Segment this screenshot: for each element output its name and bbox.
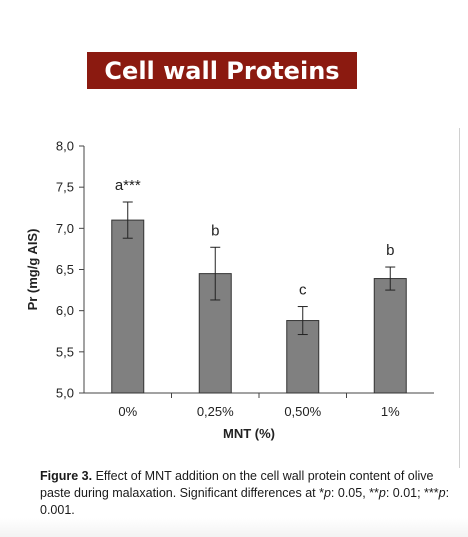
y-tick-label: 7,0: [56, 221, 74, 236]
significance-label: b: [386, 242, 394, 259]
caption-p-1: p: [323, 486, 331, 500]
y-tick-label: 6,0: [56, 303, 74, 318]
x-tick-label: 0%: [118, 404, 137, 419]
y-tick-label: 8,0: [56, 139, 74, 154]
chart-error-bars: [122, 201, 396, 336]
caption-text-4: : 0.001.: [40, 486, 450, 517]
figure-border-line: [459, 128, 460, 468]
x-tick-label: 1%: [381, 404, 400, 419]
caption-p-2: p: [378, 486, 386, 500]
caption-p-3: p: [438, 486, 446, 500]
y-tick-label: 5,0: [56, 386, 74, 401]
caption-lead: Figure 3.: [40, 469, 93, 483]
footer-decoration: [0, 518, 468, 537]
y-tick-label: 7,5: [56, 180, 74, 195]
chart-bars: [111, 219, 407, 394]
x-tick-labels: 0% 0,25% 0,50% 1%: [118, 404, 400, 419]
caption-text-3: : 0.01; ***: [385, 486, 439, 500]
y-tick-label: 6,5: [56, 262, 74, 277]
bar-chart: 5,0 5,5 6,0 6,5 7,0 7,5 8,0 0% 0,25% 0,50% 1% a**…: [25, 139, 434, 441]
significance-label: a***: [115, 177, 141, 194]
figure-caption: Figure 3. Effect of MNT addition on the …: [40, 468, 465, 519]
y-tick-labels: 5,0 5,5 6,0 6,5 7,0 7,5 8,0: [56, 139, 74, 401]
slide-title-banner: Cell wall Proteins: [87, 52, 357, 89]
significance-label: b: [211, 222, 219, 239]
y-axis-title: Pr (mg/g AIS): [25, 229, 40, 311]
y-tick-label: 5,5: [56, 344, 74, 359]
caption-text-2: : 0.05, **: [330, 486, 379, 500]
x-tick-label: 0,50%: [284, 404, 321, 419]
significance-label: c: [299, 282, 307, 299]
caption-text-1: Effect of MNT addition on the cell wall …: [40, 469, 434, 500]
significance-labels: a*** b c b: [115, 177, 395, 299]
x-axis-title: MNT (%): [223, 426, 275, 441]
bar: [111, 219, 145, 394]
x-tick-label: 0,25%: [197, 404, 234, 419]
bar: [373, 278, 407, 394]
